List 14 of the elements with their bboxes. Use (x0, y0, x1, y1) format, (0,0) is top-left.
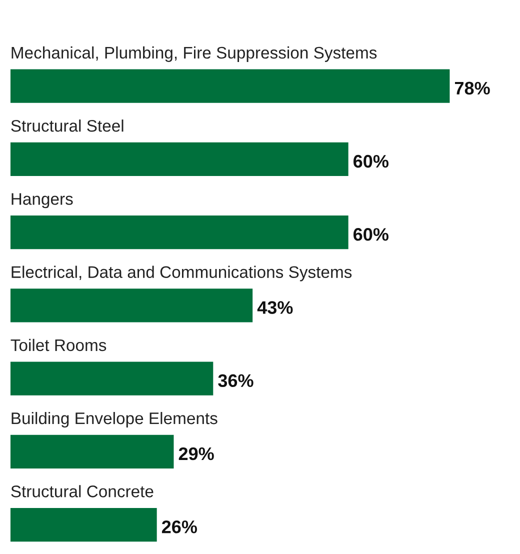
y-tick-label: Electrical, Data and Communications Systems (12, 266, 352, 282)
y-tick-label: Structural Steel (11, 120, 124, 132)
data-label: 78% (454, 82, 490, 95)
data-label: 36% (218, 374, 254, 388)
data-label: 26% (162, 520, 198, 534)
y-tick-label: Hangers (12, 193, 73, 208)
y-tick-label: Structural Concrete (11, 485, 154, 498)
data-label: 60% (353, 154, 388, 168)
data-label: 60% (353, 228, 388, 241)
y-tick-label: Mechanical, Plumbing, Fire Suppression Systems (12, 46, 377, 62)
data-label: 43% (257, 301, 293, 314)
data-label: 29% (178, 447, 214, 460)
y-tick-label: Toilet Rooms (10, 338, 106, 352)
y-tick-label: Building Envelope Elements (12, 412, 218, 428)
